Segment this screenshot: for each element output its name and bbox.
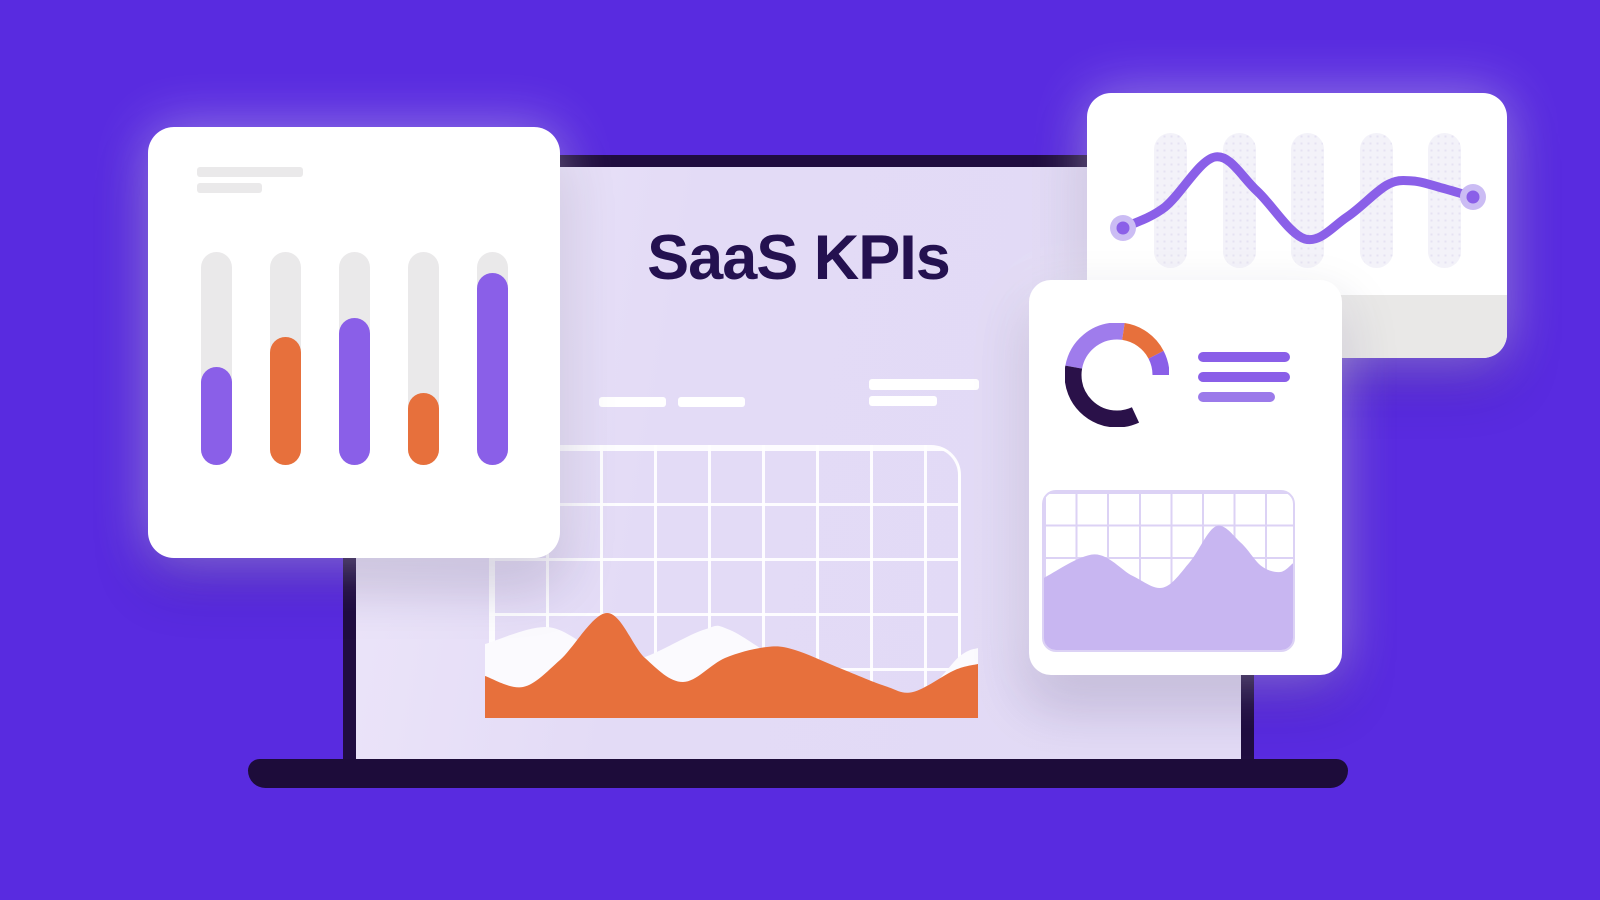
header-line (197, 183, 262, 193)
donut-chart-card (1029, 280, 1342, 675)
placeholder-line (678, 397, 745, 407)
page-title: SaaS KPIs (647, 223, 951, 293)
main-area-chart (485, 612, 978, 718)
bar-chart-card (148, 127, 560, 558)
placeholder-line (869, 396, 937, 406)
placeholder-line (599, 397, 666, 407)
mini-area-chart (1044, 525, 1293, 650)
bar-track (201, 252, 232, 465)
bar-chart (201, 252, 508, 465)
bar-fill (270, 337, 301, 465)
card-header-placeholder (197, 167, 303, 199)
placeholder-line (869, 379, 979, 390)
bar-fill (408, 393, 439, 465)
area-series-orange (485, 612, 978, 718)
bar-track (477, 252, 508, 465)
legend-line (1198, 372, 1290, 382)
donut-segment (1065, 323, 1169, 427)
bar-fill (339, 318, 370, 465)
bar-fill (201, 367, 232, 465)
ghost-column (1291, 133, 1324, 268)
header-line (197, 167, 303, 177)
ghost-column (1428, 133, 1461, 268)
legend-lines (1198, 352, 1290, 412)
donut-segment (1065, 323, 1169, 427)
mini-area-panel (1042, 490, 1295, 652)
laptop-base (248, 759, 1348, 788)
bar-track (408, 252, 439, 465)
legend-line (1198, 392, 1275, 402)
bar-track (270, 252, 301, 465)
legend-line (1198, 352, 1290, 362)
mini-area-series (1044, 525, 1293, 650)
line-endpoint-dots (1110, 184, 1486, 241)
donut-chart (1065, 323, 1169, 427)
line-chart (1110, 152, 1486, 245)
donut-segment (1065, 323, 1169, 427)
bar-fill (477, 273, 508, 465)
bar-track (339, 252, 370, 465)
line-series (1118, 152, 1478, 245)
